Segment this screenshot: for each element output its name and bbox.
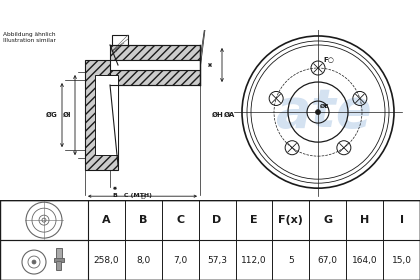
- Text: G: G: [323, 215, 332, 225]
- Text: ate: ate: [275, 86, 371, 138]
- Bar: [85, 60, 118, 170]
- Text: ØE: ØE: [320, 104, 330, 109]
- Text: Abbildung ähnlich: Abbildung ähnlich: [3, 32, 55, 37]
- Text: ØI: ØI: [63, 112, 71, 118]
- Text: 8,0: 8,0: [136, 256, 150, 265]
- Text: ØG: ØG: [46, 112, 58, 118]
- Text: 24.0108-0113.1: 24.0108-0113.1: [123, 8, 257, 22]
- Bar: [110, 70, 200, 85]
- Text: C: C: [176, 215, 184, 225]
- Bar: [95, 75, 118, 155]
- Text: A: A: [102, 215, 111, 225]
- Text: E: E: [250, 215, 258, 225]
- Bar: [110, 45, 200, 60]
- Text: ØA: ØA: [224, 112, 235, 118]
- Text: ØH: ØH: [212, 112, 224, 118]
- Text: D: D: [213, 215, 222, 225]
- Circle shape: [315, 109, 320, 115]
- Text: 164,0: 164,0: [352, 256, 378, 265]
- Text: 408113: 408113: [323, 8, 387, 22]
- Bar: [110, 60, 200, 70]
- Bar: [54, 258, 64, 262]
- Text: 112,0: 112,0: [241, 256, 267, 265]
- Text: 57,3: 57,3: [207, 256, 227, 265]
- Text: B: B: [139, 215, 147, 225]
- Text: H: H: [360, 215, 369, 225]
- Text: D: D: [140, 195, 145, 200]
- Text: 5: 5: [288, 256, 294, 265]
- Text: Illustration similar: Illustration similar: [3, 38, 56, 43]
- FancyBboxPatch shape: [57, 262, 61, 270]
- Text: 15,0: 15,0: [391, 256, 412, 265]
- Text: 258,0: 258,0: [94, 256, 119, 265]
- Text: 7,0: 7,0: [173, 256, 187, 265]
- Bar: [112, 35, 128, 55]
- Text: I: I: [399, 215, 404, 225]
- Text: B: B: [113, 193, 118, 198]
- Circle shape: [32, 260, 36, 264]
- Bar: [56, 248, 62, 260]
- Text: F(x): F(x): [278, 215, 303, 225]
- Text: 67,0: 67,0: [318, 256, 338, 265]
- Text: F○: F○: [323, 56, 334, 62]
- Text: C (MTH): C (MTH): [124, 193, 152, 198]
